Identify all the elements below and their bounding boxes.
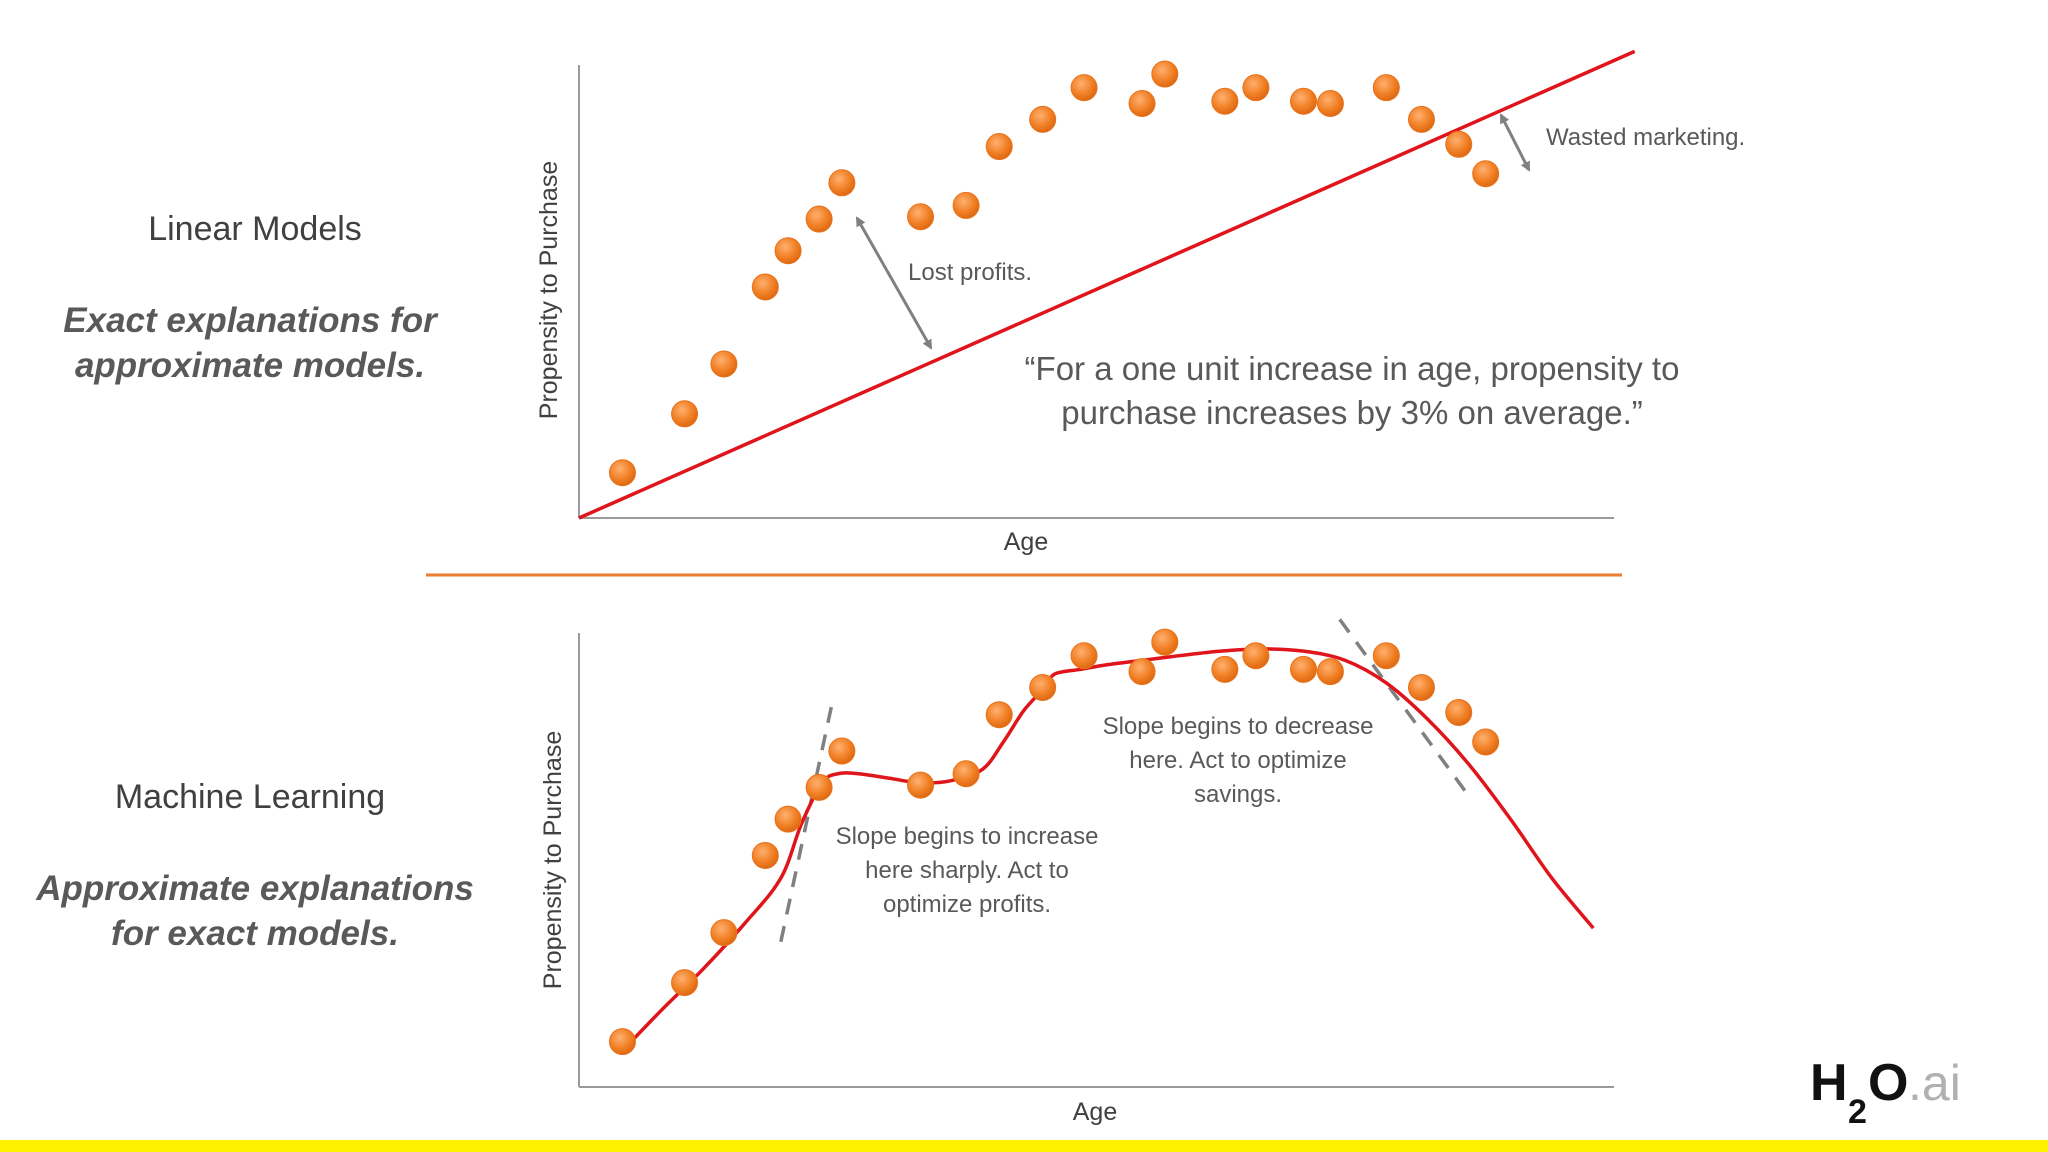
logo-ai: .ai [1908,1055,1961,1111]
linear-model-chart: Propensity to Purchase Age Lost profits.… [535,49,1745,556]
top-point-13 [1151,60,1179,88]
machine-learning-chart: Propensity to Purchase Age Slope begins … [539,618,1614,1126]
bottom-point-1 [671,969,699,997]
bottom-point-17 [1316,658,1344,686]
bottom-point-18 [1372,642,1400,670]
machine-learning-subtitle-line1: Approximate explanations [36,869,474,908]
logo-2: 2 [1848,1093,1867,1128]
machine-learning-title: Machine Learning [60,778,440,817]
top-point-14 [1211,87,1239,115]
top-points-group [608,60,1500,487]
top-point-11 [1070,74,1098,102]
decrease-note-line1: Slope begins to decrease [1103,713,1374,740]
top-point-18 [1372,74,1400,102]
bottom-point-9 [985,701,1013,729]
top-point-7 [907,203,935,231]
increase-note-line3: optimize profits. [883,891,1051,918]
top-point-3 [751,273,779,301]
bottom-point-3 [751,841,779,869]
h2o-ai-logo: H 2 O .ai [1810,1054,1961,1128]
top-point-16 [1290,87,1317,115]
bottom-point-21 [1472,728,1500,756]
top-point-12 [1128,90,1156,118]
top-point-19 [1407,105,1435,133]
bottom-points-group [608,628,1500,1056]
bottom-point-5 [805,773,833,801]
top-point-20 [1445,130,1473,158]
decrease-note-line3: savings. [1194,781,1282,808]
top-point-9 [985,133,1013,161]
linear-fit-group [578,49,1636,520]
bottom-point-10 [1029,673,1057,701]
bottom-point-4 [774,805,802,833]
bottom-point-2 [710,919,738,947]
linear-models-title: Linear Models [75,210,435,249]
quote-line-1: “For a one unit increase in age, propens… [1025,350,1680,387]
bottom-point-8 [952,760,980,788]
bottom-point-20 [1445,698,1473,726]
y-axis-label-top: Propensity to Purchase [535,161,563,419]
bottom-point-15 [1242,642,1270,670]
tangent-lines-group [779,618,1471,943]
linear-models-subtitle: Exact explanations for approximate model… [40,298,460,388]
increase-note-line1: Slope begins to increase [836,823,1099,850]
linear-models-subtitle-line1: Exact explanations for [63,301,437,340]
top-point-1 [671,400,699,428]
x-axis-label-bottom: Age [1073,1098,1117,1126]
wasted-marketing-label: Wasted marketing. [1546,124,1745,151]
machine-learning-title-text: Machine Learning [114,778,386,816]
top-point-15 [1242,74,1270,102]
top-point-2 [710,350,738,378]
y-axis-label-bottom: Propensity to Purchase [539,731,567,989]
top-point-6 [828,169,856,197]
bottom-point-11 [1070,642,1098,670]
logo-o: O [1868,1054,1908,1112]
quote-line-2: purchase increases by 3% on average.” [1061,394,1643,431]
bottom-point-16 [1290,655,1317,683]
x-axis-label-top: Age [1004,528,1048,556]
top-point-17 [1316,90,1344,118]
tangent-line-1 [1338,618,1471,798]
increase-note-line2: here sharply. Act to [865,857,1069,884]
machine-learning-subtitle: Approximate explanations for exact model… [30,866,480,956]
tangent-line-0 [779,700,835,943]
bottom-point-12 [1128,658,1156,686]
bottom-point-14 [1211,655,1239,683]
top-point-8 [952,191,980,219]
bottom-point-13 [1151,628,1179,656]
logo-h: H [1810,1054,1848,1112]
wasted-marketing-arrow [1499,113,1531,172]
linear-models-subtitle-line2: approximate models. [74,346,426,385]
lost-profits-label: Lost profits. [908,259,1032,286]
bottom-point-0 [608,1028,636,1056]
bottom-accent-bar [0,1140,2048,1152]
top-point-4 [774,237,802,265]
bottom-point-7 [907,771,935,799]
lost-profits-arrow [855,216,933,350]
machine-learning-subtitle-line2: for exact models. [111,914,399,953]
top-point-0 [608,459,636,487]
linear-fit-line [578,49,1636,520]
decrease-note-line2: here. Act to optimize [1129,747,1346,774]
top-point-21 [1472,160,1500,188]
bottom-point-19 [1407,673,1435,701]
linear-models-title-text: Linear Models [148,210,362,248]
top-point-10 [1029,105,1057,133]
top-point-5 [805,205,833,233]
bottom-point-6 [828,737,856,765]
